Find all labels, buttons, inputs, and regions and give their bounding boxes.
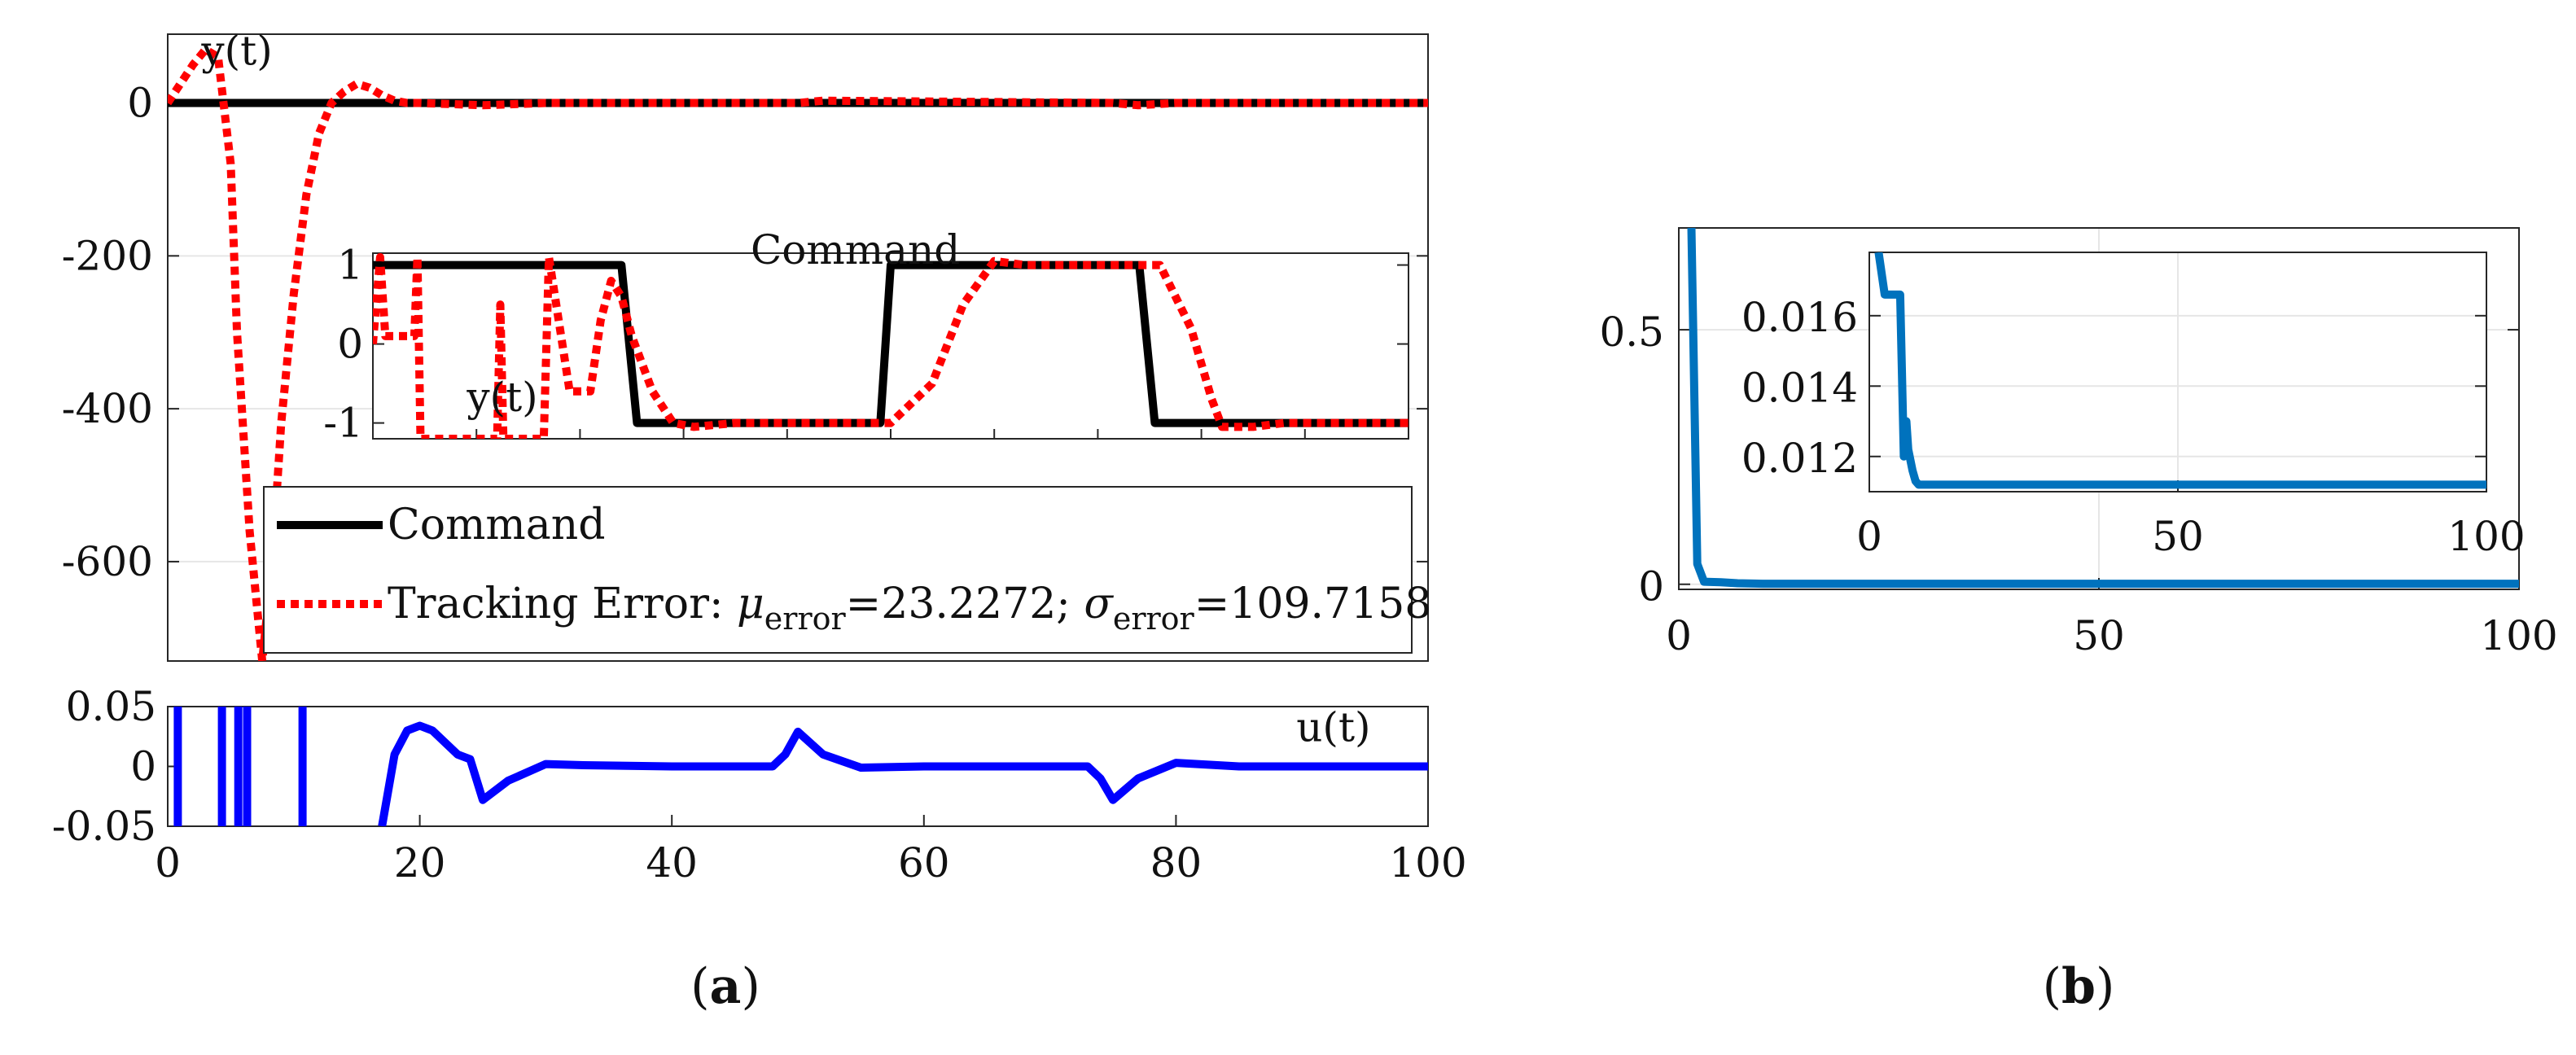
caption-a: (a) bbox=[690, 958, 760, 1015]
x-tick-label: 20 bbox=[394, 839, 446, 886]
annotation-ut-label: u(t) bbox=[1296, 704, 1370, 751]
y-tick-label: 1 bbox=[337, 242, 363, 289]
y-tick-label: -400 bbox=[62, 385, 153, 432]
y-tick-label: 0 bbox=[130, 743, 156, 790]
x-tick-label: 50 bbox=[2073, 612, 2125, 659]
b-y-ticks: 00.5 bbox=[1599, 309, 2519, 611]
x-tick-label: 100 bbox=[2480, 612, 2557, 659]
b-series-line bbox=[1687, 228, 2519, 589]
x-tick-label: 0 bbox=[1666, 612, 1692, 659]
y-tick-label: 0.014 bbox=[1741, 364, 1858, 411]
legend-tracking-error-label: Tracking Error: μerror=23.2272; σerror=1… bbox=[388, 580, 1431, 637]
x-tick-label: 0 bbox=[1856, 513, 1882, 560]
legend-command-label: Command bbox=[388, 501, 606, 549]
y-tick-label: -200 bbox=[62, 232, 153, 279]
b-x-ticks: 0 50 100 bbox=[1666, 578, 2558, 659]
b-inset-series-line bbox=[1874, 252, 2486, 489]
y-tick-label: -0.05 bbox=[52, 803, 156, 850]
x-tick-label: 40 bbox=[646, 839, 698, 886]
x-tick-label: 80 bbox=[1150, 839, 1203, 886]
control-x-ticks: 0 20 40 60 80 100 bbox=[155, 815, 1467, 886]
y-tick-label: 0 bbox=[127, 80, 153, 127]
y-tick-label: 0 bbox=[1638, 563, 1664, 611]
inset-command-line bbox=[373, 260, 1408, 427]
legend: Command Tracking Error: μerror=23.2272; … bbox=[263, 486, 1431, 654]
x-tick-label: 100 bbox=[2447, 513, 2525, 560]
y-tick-label: -600 bbox=[62, 538, 153, 585]
x-tick-label: 60 bbox=[898, 839, 950, 886]
panel-b-inset-plot: 0.012 0.014 0.016 0 50 100 bbox=[1741, 252, 2526, 560]
y-tick-label: 0.5 bbox=[1599, 309, 1664, 356]
x-tick-label: 50 bbox=[2152, 513, 2204, 560]
panel-a-main-plot: -600 -400 -200 0 y(t) bbox=[62, 28, 1429, 662]
inset-y-ticks: -1 0 1 bbox=[323, 242, 1408, 447]
y-tick-label: 0.05 bbox=[66, 683, 156, 730]
control-series-segment bbox=[378, 721, 1428, 826]
legend-box bbox=[263, 486, 1413, 654]
inset-title: Command bbox=[751, 226, 960, 274]
caption-b: (b) bbox=[2043, 958, 2115, 1015]
y-tick-label: -1 bbox=[323, 400, 363, 447]
y-tick-label: 0.012 bbox=[1741, 435, 1858, 482]
y-tick-label: 0 bbox=[337, 321, 363, 368]
y-ticks: -600 -400 -200 0 bbox=[62, 80, 1428, 585]
panel-b-main-plot: 00.5 0 50 100 bbox=[1599, 227, 2558, 659]
panel-a-inset-plot: -1 0 1 Command y(t) bbox=[323, 226, 1409, 447]
x-tick-label: 0 bbox=[155, 839, 181, 886]
series-tracking-error-line bbox=[168, 45, 1428, 661]
annotation-yt-label: y(t) bbox=[200, 28, 272, 75]
axes-box bbox=[167, 33, 1429, 662]
inset-annotation-yt: y(t) bbox=[466, 374, 537, 421]
inset-x-tick-marks bbox=[372, 429, 1409, 439]
x-tick-label: 100 bbox=[1389, 839, 1466, 886]
b-inset-x-ticks: 0 50 100 bbox=[1856, 480, 2526, 560]
control-series bbox=[173, 707, 1428, 826]
y-tick-label: 0.016 bbox=[1741, 294, 1858, 341]
control-y-ticks: -0.05 0 0.05 bbox=[52, 683, 179, 850]
b-inset-y-ticks: 0.012 0.014 0.016 bbox=[1741, 294, 2486, 482]
